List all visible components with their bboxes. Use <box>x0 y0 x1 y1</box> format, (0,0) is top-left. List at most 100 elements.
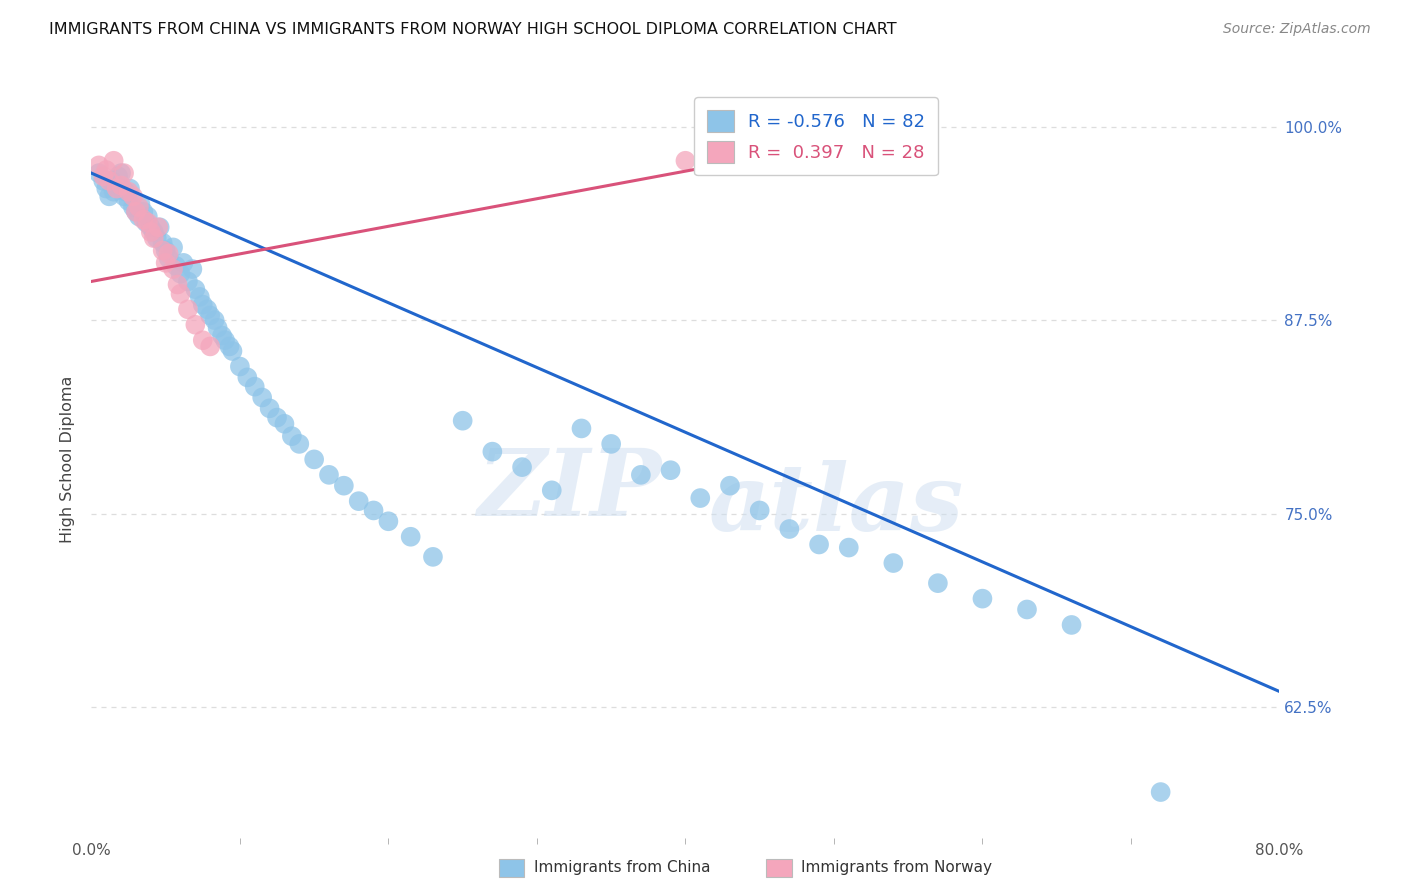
Point <box>510 460 533 475</box>
Point <box>169 286 191 301</box>
Point <box>177 275 200 289</box>
Point <box>96 163 118 178</box>
Point <box>243 379 266 393</box>
Point <box>125 204 148 219</box>
Point <box>748 503 770 517</box>
Point <box>200 309 222 323</box>
Point <box>142 225 165 239</box>
Text: Source: ZipAtlas.com: Source: ZipAtlas.com <box>1223 22 1371 37</box>
Point <box>1149 785 1171 799</box>
Y-axis label: High School Diploma: High School Diploma <box>60 376 76 543</box>
Point <box>98 189 121 203</box>
Text: Immigrants from China: Immigrants from China <box>534 861 711 875</box>
Point <box>87 158 110 172</box>
Point <box>110 178 132 193</box>
Point <box>689 491 711 505</box>
Point <box>117 194 139 208</box>
Text: Immigrants from Norway: Immigrants from Norway <box>801 861 993 875</box>
Point <box>142 231 165 245</box>
Point <box>630 467 652 482</box>
Point <box>281 429 304 443</box>
Point <box>184 318 207 332</box>
Point <box>96 181 118 195</box>
Point <box>191 298 214 312</box>
Point <box>148 220 170 235</box>
Point <box>145 231 167 245</box>
Point <box>540 483 562 498</box>
Point <box>114 185 136 199</box>
Point <box>778 522 800 536</box>
Point <box>659 463 682 477</box>
Point <box>200 339 222 353</box>
Text: atlas: atlas <box>709 460 965 549</box>
Point <box>125 204 148 219</box>
Point <box>195 302 218 317</box>
Text: ZIP: ZIP <box>478 445 662 534</box>
Point <box>1015 602 1038 616</box>
Point <box>207 321 229 335</box>
Point <box>808 537 831 551</box>
Point <box>165 259 187 273</box>
Point <box>377 514 399 528</box>
Point <box>188 290 211 304</box>
Point <box>221 344 243 359</box>
Point <box>117 185 139 199</box>
Point <box>122 189 145 203</box>
Point <box>218 339 240 353</box>
Point <box>166 277 188 292</box>
Point <box>112 166 135 180</box>
Point <box>927 576 949 591</box>
Point <box>177 302 200 317</box>
Point <box>259 401 281 416</box>
Point <box>673 153 696 168</box>
Point <box>139 225 162 239</box>
Point <box>211 328 233 343</box>
Point <box>399 530 422 544</box>
Point <box>87 166 110 180</box>
Point <box>718 478 741 492</box>
Point <box>288 437 311 451</box>
Point <box>152 235 174 250</box>
Point <box>105 181 128 195</box>
Point <box>122 200 145 214</box>
Point <box>110 166 132 180</box>
Point <box>422 549 444 564</box>
Point <box>972 591 994 606</box>
Point <box>250 391 273 405</box>
Point <box>162 240 184 254</box>
Point <box>451 414 474 428</box>
Point <box>132 212 155 227</box>
Point <box>118 181 141 195</box>
Text: IMMIGRANTS FROM CHINA VS IMMIGRANTS FROM NORWAY HIGH SCHOOL DIPLOMA CORRELATION : IMMIGRANTS FROM CHINA VS IMMIGRANTS FROM… <box>49 22 897 37</box>
Point <box>139 220 162 235</box>
Point <box>105 178 128 193</box>
Point <box>107 169 129 184</box>
Point <box>152 244 174 258</box>
Point <box>363 503 385 517</box>
Point <box>162 262 184 277</box>
Point <box>101 174 124 188</box>
Point <box>91 169 114 184</box>
Point <box>229 359 252 374</box>
Point <box>347 494 370 508</box>
Point <box>155 244 177 258</box>
Point <box>882 556 904 570</box>
Point <box>157 246 180 260</box>
Point <box>600 437 623 451</box>
Point <box>103 185 125 199</box>
Point <box>172 256 194 270</box>
Point <box>91 174 114 188</box>
Point <box>191 333 214 347</box>
Point <box>481 444 503 458</box>
Point <box>571 421 593 435</box>
Point <box>157 251 180 265</box>
Point <box>128 210 150 224</box>
Point <box>184 282 207 296</box>
Point <box>110 181 132 195</box>
Point <box>318 467 340 482</box>
Point <box>1060 618 1083 632</box>
Legend: R = -0.576   N = 82, R =  0.397   N = 28: R = -0.576 N = 82, R = 0.397 N = 28 <box>695 97 938 175</box>
Point <box>136 210 159 224</box>
Point <box>214 333 236 347</box>
Point <box>181 262 204 277</box>
